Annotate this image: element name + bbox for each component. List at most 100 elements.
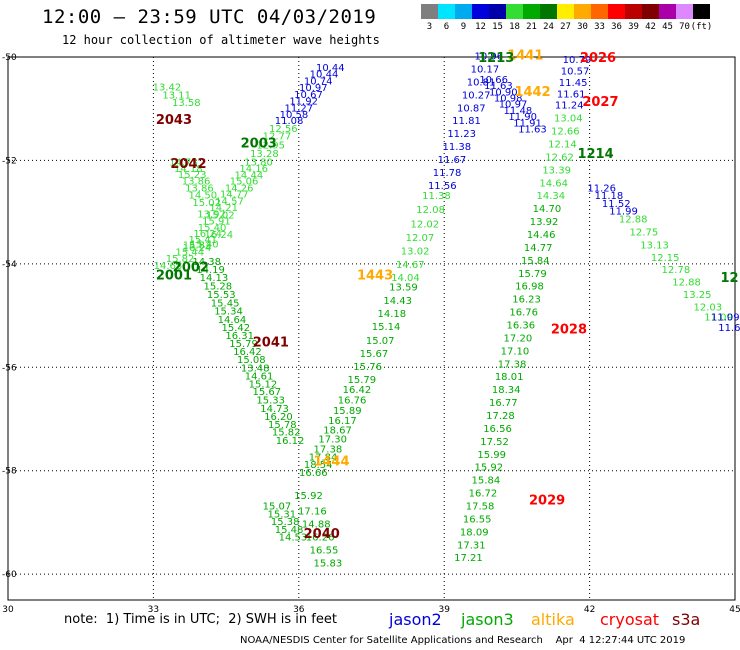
swh-value-label: 13.92 [530,217,559,228]
track-id-label: 1213 [478,51,514,66]
scale-swatch [625,4,642,19]
swh-value-label: 11.24 [555,101,584,112]
swh-value-label: 14.73 [169,158,198,169]
swh-value-label: 15.07 [263,502,292,513]
swh-value-label: 14.44 [235,171,264,182]
swh-value-label: 18.67 [323,425,352,436]
swh-value-label: 10.66 [479,75,508,86]
swh-value-label: 11.52 [602,199,631,210]
swh-value-label: 17.38 [498,359,527,370]
swh-value-label: 15.06 [230,177,259,188]
swh-value-label: 14.04 [391,273,420,284]
scale-swatch [574,4,591,19]
swh-value-label: 16.26 [306,533,335,544]
track-id-label: 2002 [173,261,209,276]
swh-value-label: 15.79 [518,269,547,280]
swh-value-label: 14.88 [302,520,331,531]
swh-value-label: 15.23 [178,170,207,181]
swh-value-label: 15.99 [477,450,506,461]
scale-swatch [608,4,625,19]
swh-value-label: 15.79 [347,375,376,386]
scale-cell: 30 [574,4,591,32]
swh-value-label: 17.28 [486,411,515,422]
scale-cell: 39 [625,4,642,32]
swh-value-label: 17.10 [501,346,530,357]
lat-tick-label: -52 [2,156,17,166]
swh-value-label: 15.42 [221,323,250,334]
swh-value-label: 11.23 [447,129,476,140]
track-id-label: 2003 [241,137,277,152]
lat-tick-label: -50 [2,53,17,63]
swh-value-label: 10.97 [299,83,328,94]
swh-value-label: 13.39 [542,165,571,176]
swh-value-label: 17.21 [454,553,483,564]
swh-value-label: 17.84 [309,452,338,463]
scale-cell: 15 [489,4,506,32]
track-id-label: 2041 [253,336,289,351]
map-frame [7,56,736,601]
swh-value-label: 16.76 [338,395,367,406]
scale-swatch [506,4,523,19]
swh-value-label: 14.64 [539,178,568,189]
map-title: 12:00 – 23:59 UTC 04/03/2019 [42,6,377,28]
swh-value-label: 10.74 [304,76,333,87]
lat-tick-label: -58 [2,467,17,477]
swh-value-label: 15.92 [474,463,503,474]
swh-value-label: 14.57 [215,196,244,207]
swh-value-label: 10.96 [474,52,503,63]
swh-value-label: 14.73 [260,404,289,415]
lon-tick-label: 39 [438,605,450,615]
swh-value-label: 15.08 [237,355,266,366]
track-id-label: 2026 [580,51,616,66]
swh-value-label: 11.27 [284,103,313,114]
scale-label: 9 [460,22,467,32]
swh-value-label: 11.69 [718,323,740,334]
legend-jason3: jason3 [461,610,514,629]
swh-value-label: 17.58 [466,502,495,513]
track-id-label: 2028 [551,323,587,338]
swh-value-label: 16.76 [509,308,538,319]
swh-value-label: 17.52 [480,437,509,448]
swh-value-label: 16.42 [343,385,372,396]
scale-cell: 21 [523,4,540,32]
swh-value-label: 15.33 [256,395,285,406]
swh-value-label: 13.92 [197,209,226,220]
scale-cell: 12 [472,4,489,32]
swh-value-label: 13.86 [185,183,214,194]
swh-value-label: 16.98 [515,282,544,293]
swh-value-label: 12.03 [694,302,723,313]
scale-swatch [676,4,693,19]
swh-value-label: 14.46 [527,230,556,241]
swh-value-label: 12.78 [662,265,691,276]
swh-value-label: 14.64 [218,315,247,326]
swh-value-label: 12.14 [548,140,577,151]
swh-value-label: 14.77 [220,190,249,201]
swh-value-label: 12.56 [269,124,298,135]
swh-value-label: 12.88 [672,278,701,289]
swh-value-label: 12.66 [551,127,580,138]
swh-value-label: 13.04 [554,114,583,125]
swh-value-label: 17.38 [314,445,343,456]
swh-value-label: 17.30 [318,434,347,445]
track-id-label: 2042 [170,157,206,172]
swh-value-label: 13.58 [172,98,201,109]
swh-value-label: 13.48 [241,363,270,374]
scale-swatch [540,4,557,19]
color-scale-legend: 3 6 9 12 15 18 21 24 27 30 33 36 39 42 45 70 (ft) [421,4,712,32]
swh-value-label: 14.61 [245,372,274,383]
swh-value-label: 18.01 [495,372,524,383]
swh-value-label: 16.23 [512,295,541,306]
swh-value-label: 10.79 [563,55,592,66]
track-id-label: 1442 [514,85,550,100]
swh-value-label: 15.41 [189,235,218,246]
swh-value-label: 10.57 [561,67,590,78]
swh-value-label: 15.67 [360,349,389,360]
swh-value-label: 14.77 [524,243,553,254]
swh-value-label: 14.70 [533,204,562,215]
swh-value-label: 15.84 [472,476,501,487]
swh-value-label: 11.90 [508,112,537,123]
scale-cell: (ft) [691,4,712,32]
swh-value-label: 16.66 [299,468,328,479]
scale-swatch [438,4,455,19]
track-id-label: 1441 [507,49,543,64]
